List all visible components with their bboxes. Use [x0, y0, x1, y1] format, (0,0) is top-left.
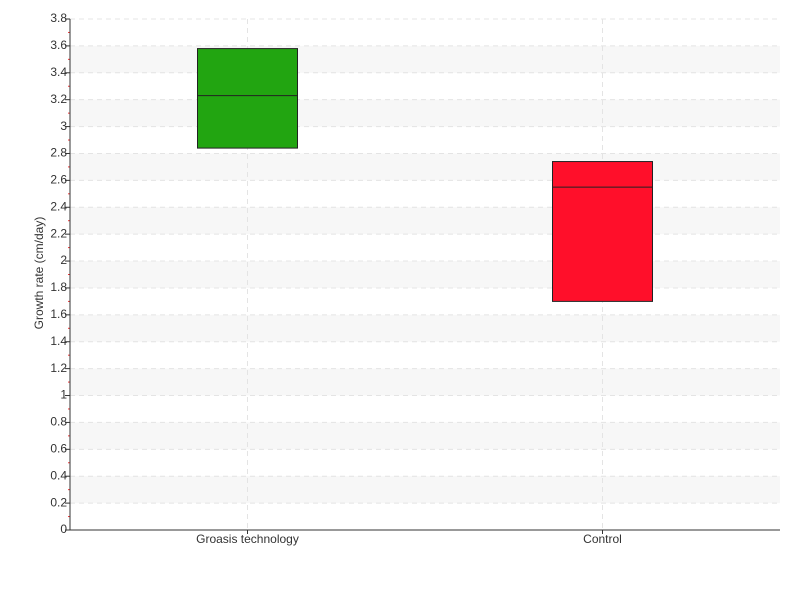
grid-band [70, 207, 780, 235]
y-tick-label: 3.8 [50, 11, 67, 25]
y-tick-label: 1.8 [50, 280, 67, 294]
grid-band [70, 261, 780, 288]
y-tick-label: 1 [60, 388, 67, 402]
x-tick-label: Groasis technology [196, 532, 299, 546]
y-tick-label: 2.8 [50, 146, 67, 160]
grid-band [70, 153, 780, 181]
grid-band [70, 314, 780, 342]
y-tick-label: 2.4 [50, 199, 67, 213]
y-tick-label: 3.6 [50, 38, 67, 52]
y-tick-label: 2.2 [50, 226, 67, 240]
y-tick-label: 3 [60, 119, 67, 133]
y-tick-label: 0.4 [50, 468, 67, 482]
y-tick-label: 0.8 [50, 415, 67, 429]
y-axis-label: Growth rate (cm/day) [32, 217, 46, 330]
grid-band [70, 476, 780, 504]
y-tick-label: 2 [60, 253, 67, 267]
y-tick-label: 0 [60, 522, 67, 536]
y-tick-label: 3.2 [50, 92, 67, 106]
box [197, 48, 298, 149]
y-tick-label: 1.2 [50, 361, 67, 375]
x-tick-label: Control [583, 532, 622, 546]
y-tick-label: 1.6 [50, 307, 67, 321]
y-tick-label: 1.4 [50, 334, 67, 348]
grid-band [70, 368, 780, 396]
grid-band [70, 422, 780, 450]
grid-band [70, 99, 780, 127]
grid-band [70, 45, 780, 73]
y-tick-label: 0.6 [50, 441, 67, 455]
y-tick-label: 3.4 [50, 65, 67, 79]
y-tick-label: 2.6 [50, 173, 67, 187]
y-tick-label: 0.2 [50, 495, 67, 509]
box [552, 161, 653, 302]
